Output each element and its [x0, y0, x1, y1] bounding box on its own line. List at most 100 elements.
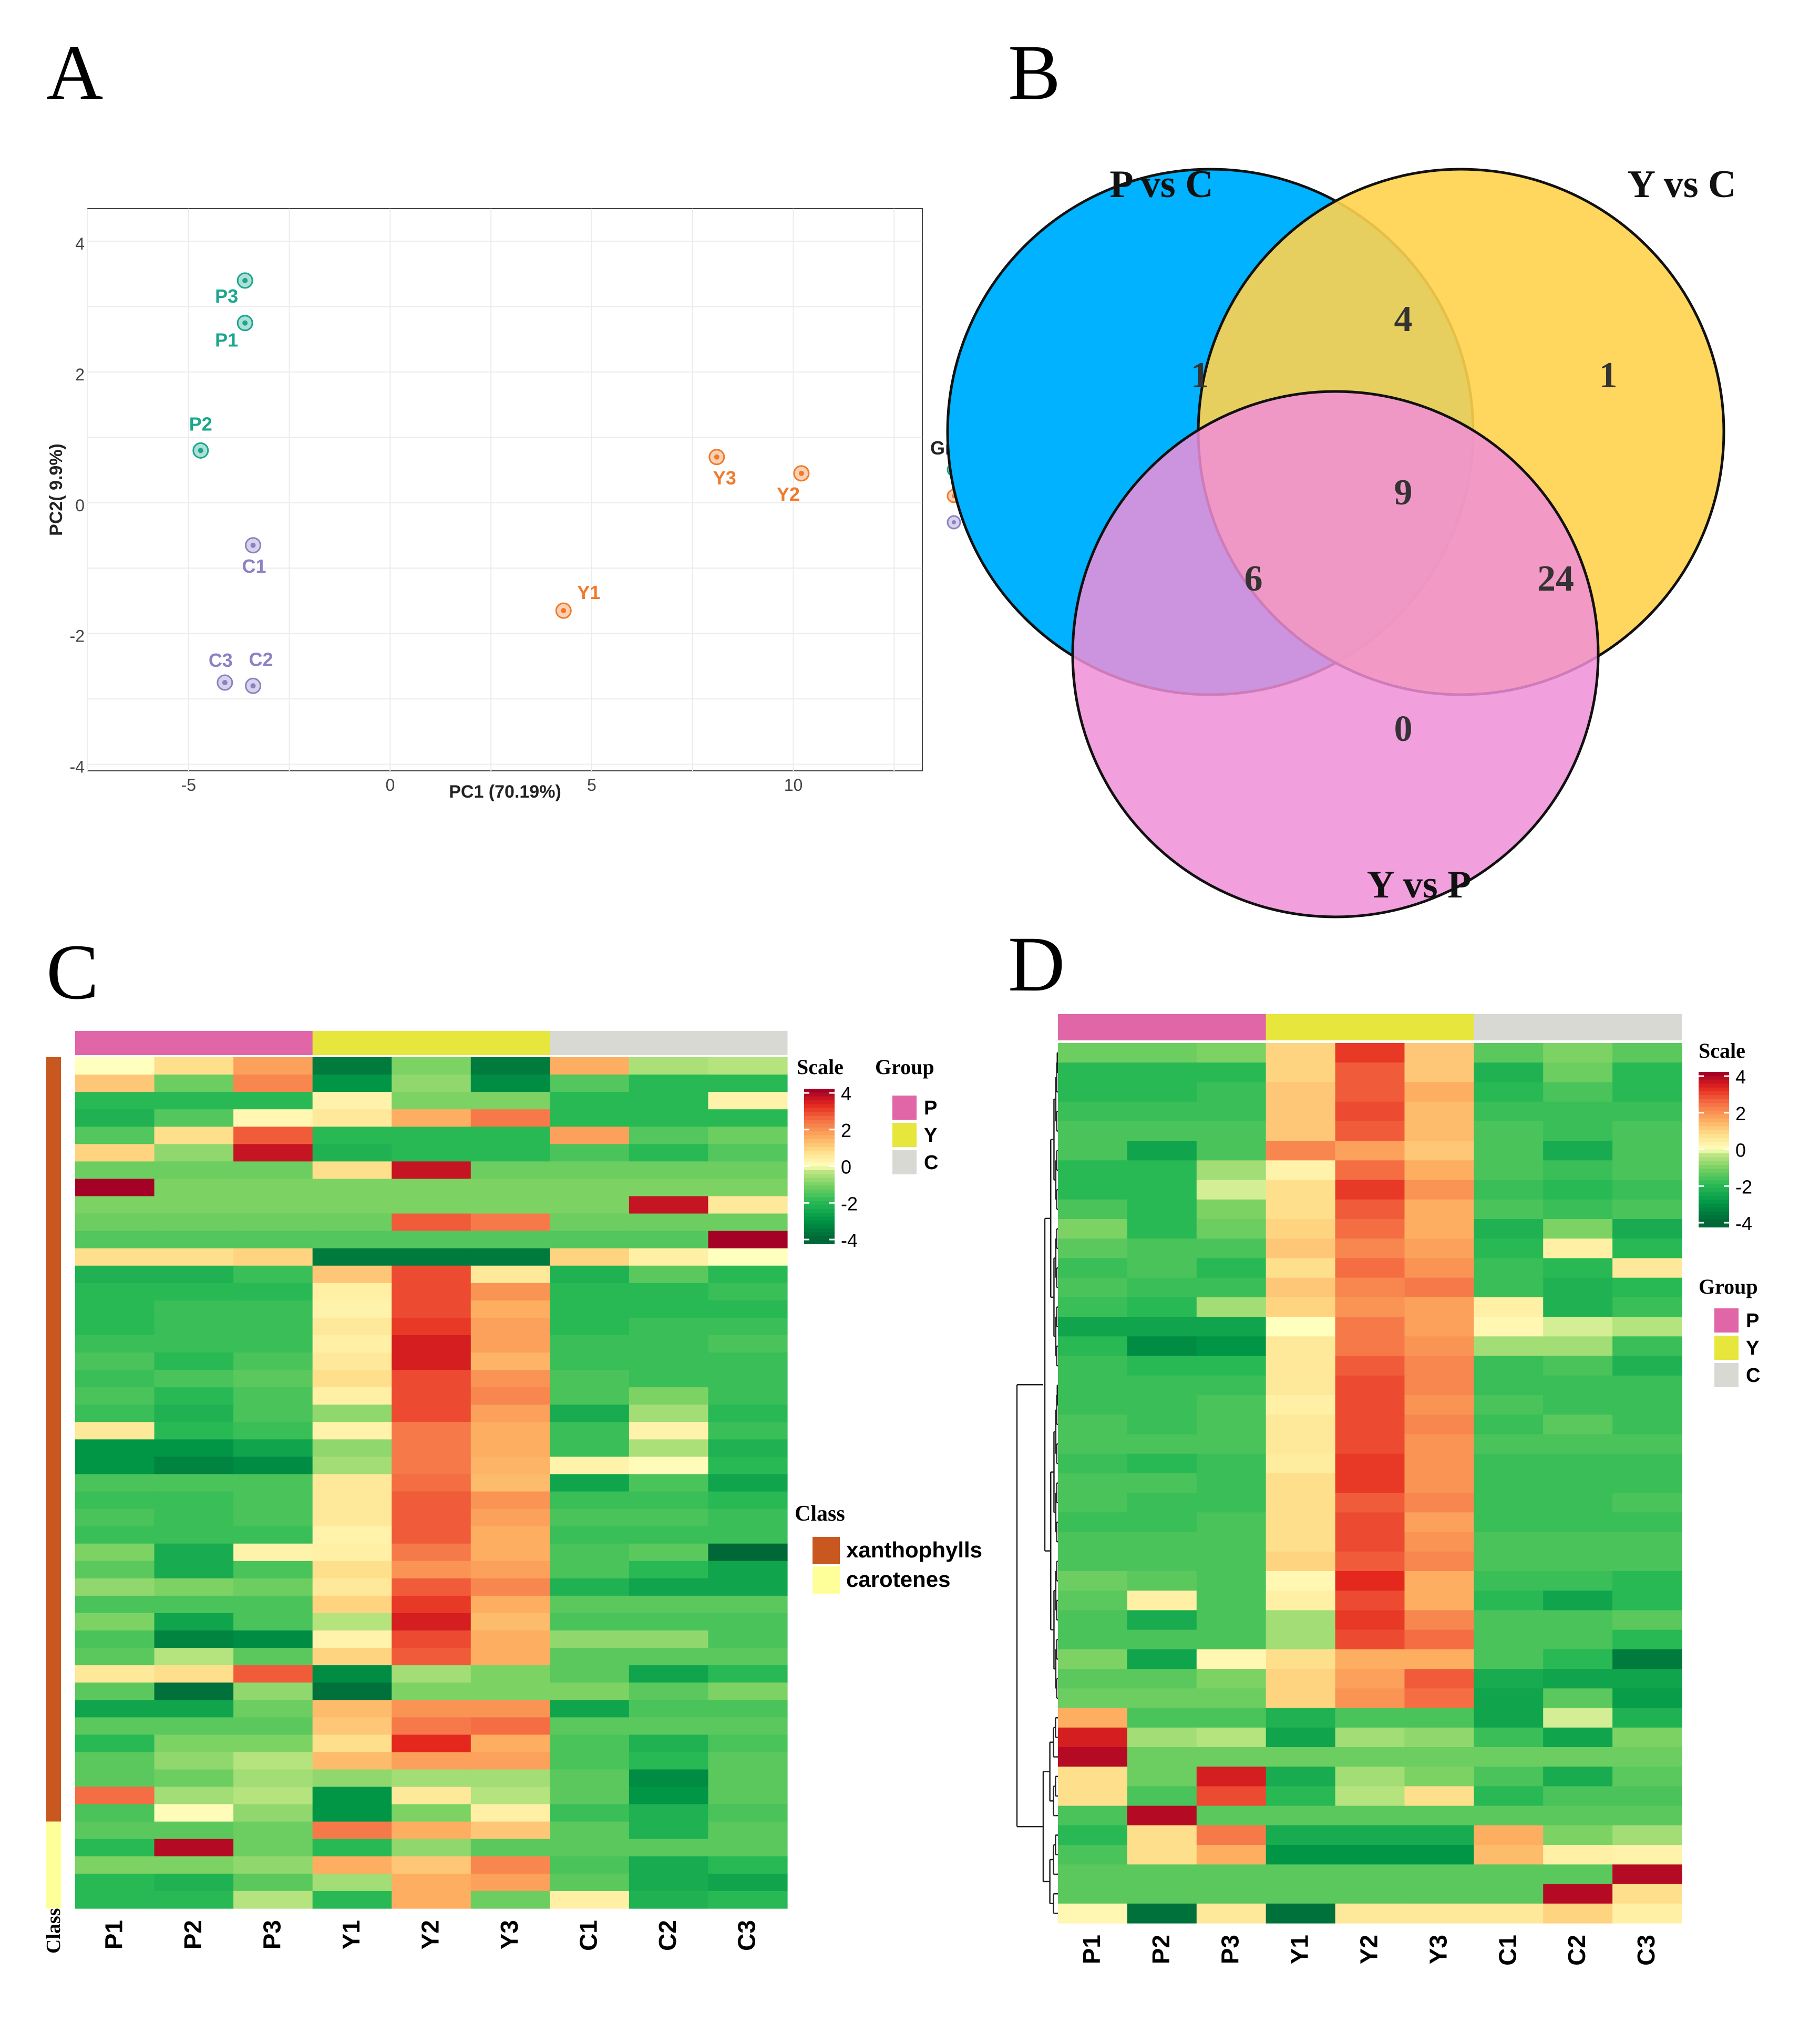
- pca-point-label: C3: [209, 649, 233, 671]
- heatmap-cell: [233, 1109, 313, 1127]
- heatmap-cell: [154, 1231, 234, 1249]
- heatmap-cell: [392, 1734, 471, 1753]
- heatmap-cell: [1196, 1258, 1267, 1278]
- heatmap-cell: [1127, 1610, 1197, 1630]
- heatmap-cell: [708, 1665, 788, 1683]
- group-legend-label: C: [924, 1152, 938, 1174]
- heatmap-cell: [1127, 1884, 1197, 1904]
- heatmap-cell: [233, 1526, 313, 1544]
- heatmap-cell: [708, 1075, 788, 1092]
- heatmap-cell: [1266, 1845, 1336, 1865]
- pca-y-tick-label: -2: [70, 627, 85, 646]
- heatmap-cell: [1058, 1121, 1128, 1141]
- heatmap-cell: [1404, 1219, 1474, 1239]
- scale-gradient-step: [804, 1151, 835, 1155]
- heatmap-cell: [1335, 1160, 1405, 1181]
- heatmap-group-bar-p: [1127, 1014, 1197, 1040]
- heatmap-cell: [1543, 1356, 1613, 1376]
- heatmap-cell: [470, 1561, 550, 1579]
- heatmap-cell: [1404, 1453, 1474, 1474]
- heatmap-cell: [392, 1248, 471, 1266]
- heatmap-cell: [154, 1491, 234, 1510]
- heatmap-cell: [1474, 1277, 1544, 1298]
- pca-point-center: [250, 683, 256, 689]
- heatmap-cell: [392, 1179, 471, 1197]
- heatmap-cell: [233, 1839, 313, 1857]
- heatmap-cell: [154, 1405, 234, 1422]
- heatmap-cell: [1127, 1845, 1197, 1865]
- heatmap-cell: [1404, 1747, 1474, 1767]
- heatmap-cell: [1127, 1629, 1197, 1650]
- heatmap-cell: [1543, 1805, 1613, 1826]
- heatmap-cell: [1404, 1884, 1474, 1904]
- heatmap-cell: [233, 1717, 313, 1735]
- heatmap-cell: [708, 1526, 788, 1544]
- scale-tick-label: -2: [841, 1193, 858, 1214]
- heatmap-cell: [1474, 1512, 1544, 1533]
- heatmap-cell: [1196, 1532, 1267, 1552]
- heatmap-cell: [550, 1283, 630, 1301]
- heatmap-cell: [629, 1352, 709, 1370]
- heatmap-cell: [1543, 1062, 1613, 1083]
- heatmap-cell: [1335, 1473, 1405, 1493]
- heatmap-cell: [470, 1717, 550, 1735]
- scale-tick-label: 0: [841, 1157, 851, 1178]
- heatmap-cell: [708, 1873, 788, 1892]
- heatmap-cell: [75, 1474, 155, 1492]
- heatmap-cell: [1335, 1434, 1405, 1454]
- heatmap-cell: [550, 1075, 630, 1092]
- heatmap-cell: [75, 1057, 155, 1075]
- heatmap-cell: [1612, 1571, 1682, 1591]
- class-legend-label: xanthophylls: [846, 1537, 982, 1562]
- heatmap-cell: [470, 1352, 550, 1370]
- heatmap-cell: [470, 1752, 550, 1770]
- heatmap-cell: [470, 1509, 550, 1527]
- heatmap-group-bar-y: [1266, 1014, 1336, 1040]
- heatmap-cell: [1543, 1336, 1613, 1357]
- heatmap-cell: [1612, 1864, 1682, 1885]
- heatmap-cell: [75, 1109, 155, 1127]
- heatmap-cell: [1127, 1805, 1197, 1826]
- scale-gradient-step: [1699, 1207, 1729, 1212]
- scale-gradient-step: [804, 1158, 835, 1163]
- heatmap-cell: [550, 1682, 630, 1700]
- heatmap-cell: [1058, 1414, 1128, 1435]
- venn-set-label-y-vs-p: Y vs P: [1367, 863, 1472, 906]
- heatmap-cell: [392, 1509, 471, 1527]
- heatmap-cell: [75, 1839, 155, 1857]
- heatmap-cell: [154, 1509, 234, 1527]
- heatmap-cell: [312, 1248, 392, 1266]
- heatmap-cell: [312, 1543, 392, 1562]
- heatmap-cell: [312, 1821, 392, 1840]
- heatmap-cell: [1543, 1767, 1613, 1787]
- heatmap-cell: [629, 1595, 709, 1614]
- heatmap-column-label: Y3: [496, 1920, 523, 1949]
- heatmap-cell: [75, 1370, 155, 1388]
- scale-gradient-step: [1699, 1095, 1729, 1100]
- heatmap-cell: [1058, 1845, 1128, 1865]
- scale-tick-label: -2: [1735, 1176, 1752, 1197]
- heatmap-cell: [629, 1317, 709, 1336]
- heatmap-cell: [550, 1769, 630, 1788]
- heatmap-cell: [629, 1457, 709, 1475]
- heatmap-cell: [1612, 1669, 1682, 1689]
- group-legend-swatch-p: [1714, 1308, 1739, 1333]
- class-legend-swatch: [813, 1537, 840, 1564]
- heatmap-cell: [1612, 1434, 1682, 1454]
- heatmap-cell: [233, 1317, 313, 1336]
- heatmap-cell: [1127, 1082, 1197, 1102]
- heatmap-cell: [233, 1804, 313, 1822]
- scale-gradient-step: [1699, 1200, 1729, 1204]
- heatmap-cell: [1404, 1493, 1474, 1513]
- heatmap-cell: [1196, 1238, 1267, 1259]
- heatmap-cell: [392, 1213, 471, 1232]
- heatmap-cell: [1058, 1375, 1128, 1396]
- scale-gradient-step: [804, 1201, 835, 1206]
- heatmap-cell: [75, 1509, 155, 1527]
- heatmap-cell: [470, 1578, 550, 1596]
- heatmap-cell: [1196, 1317, 1267, 1337]
- heatmap-cell: [1543, 1199, 1613, 1220]
- heatmap-cell: [312, 1839, 392, 1857]
- pca-x-tick-label: 5: [587, 776, 597, 794]
- heatmap-cell: [154, 1804, 234, 1822]
